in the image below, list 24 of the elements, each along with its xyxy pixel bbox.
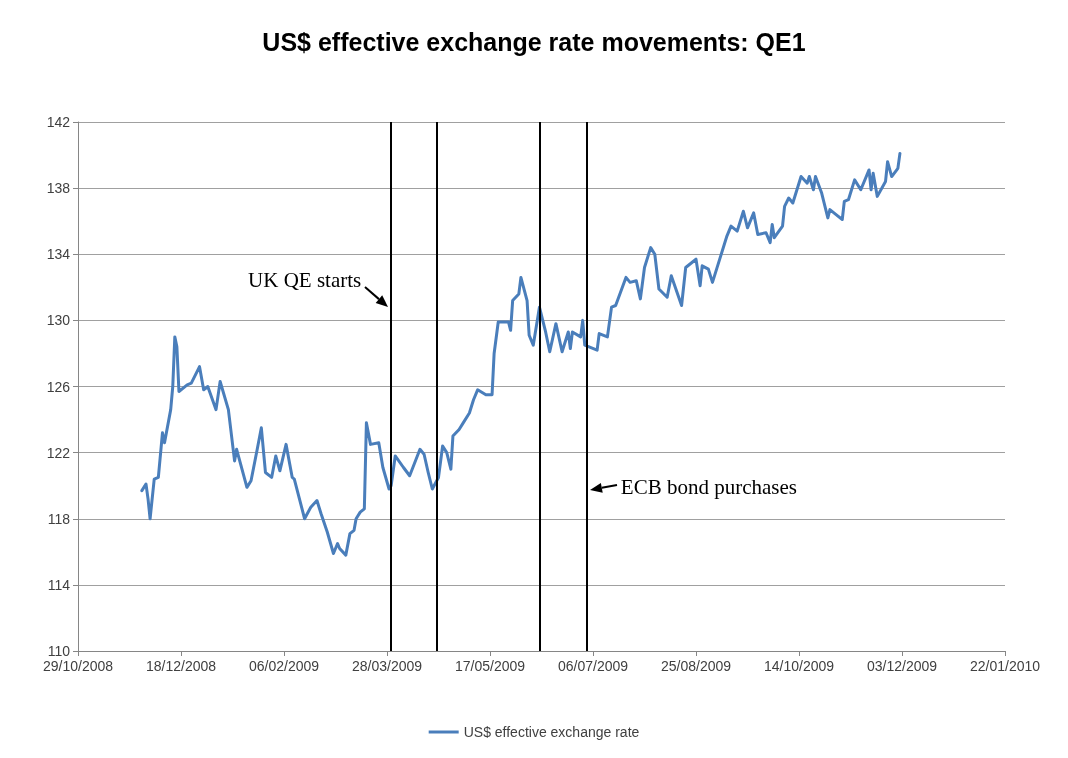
y-tick-label: 142 bbox=[46, 114, 71, 130]
y-tick-label: 122 bbox=[46, 444, 71, 461]
x-tick-label: 17/05/2009 bbox=[454, 658, 526, 674]
x-tick-label: 25/08/2009 bbox=[660, 658, 732, 674]
legend-label: US$ effective exchange rate bbox=[463, 724, 640, 740]
chart-title: US$ effective exchange rate movements: QE1 bbox=[262, 27, 806, 56]
y-tick-label: 134 bbox=[46, 246, 71, 263]
y-tick-label: 126 bbox=[46, 378, 71, 395]
ref-line-label: UK QE starts bbox=[248, 268, 362, 294]
y-tick-label: 110 bbox=[47, 643, 71, 659]
y-tick-label: 114 bbox=[47, 576, 71, 593]
x-tick-label: 03/12/2009 bbox=[866, 658, 938, 674]
y-tick-label: 118 bbox=[47, 510, 71, 527]
y-tick-label: 138 bbox=[46, 180, 71, 197]
x-tick-label: 14/10/2009 bbox=[763, 658, 835, 674]
ref-line-label: ECB bond purchases bbox=[620, 474, 797, 500]
x-tick-label: 18/12/2008 bbox=[145, 658, 217, 674]
x-tick-label: 28/03/2009 bbox=[351, 658, 423, 674]
x-tick-label: 06/02/2009 bbox=[248, 658, 320, 674]
y-tick-label: 130 bbox=[46, 312, 71, 329]
x-tick-label: 22/01/2010 bbox=[969, 658, 1041, 674]
x-tick-label: 06/07/2009 bbox=[557, 658, 629, 674]
x-tick-label: 29/10/2008 bbox=[42, 658, 114, 674]
line-series bbox=[140, 151, 902, 557]
